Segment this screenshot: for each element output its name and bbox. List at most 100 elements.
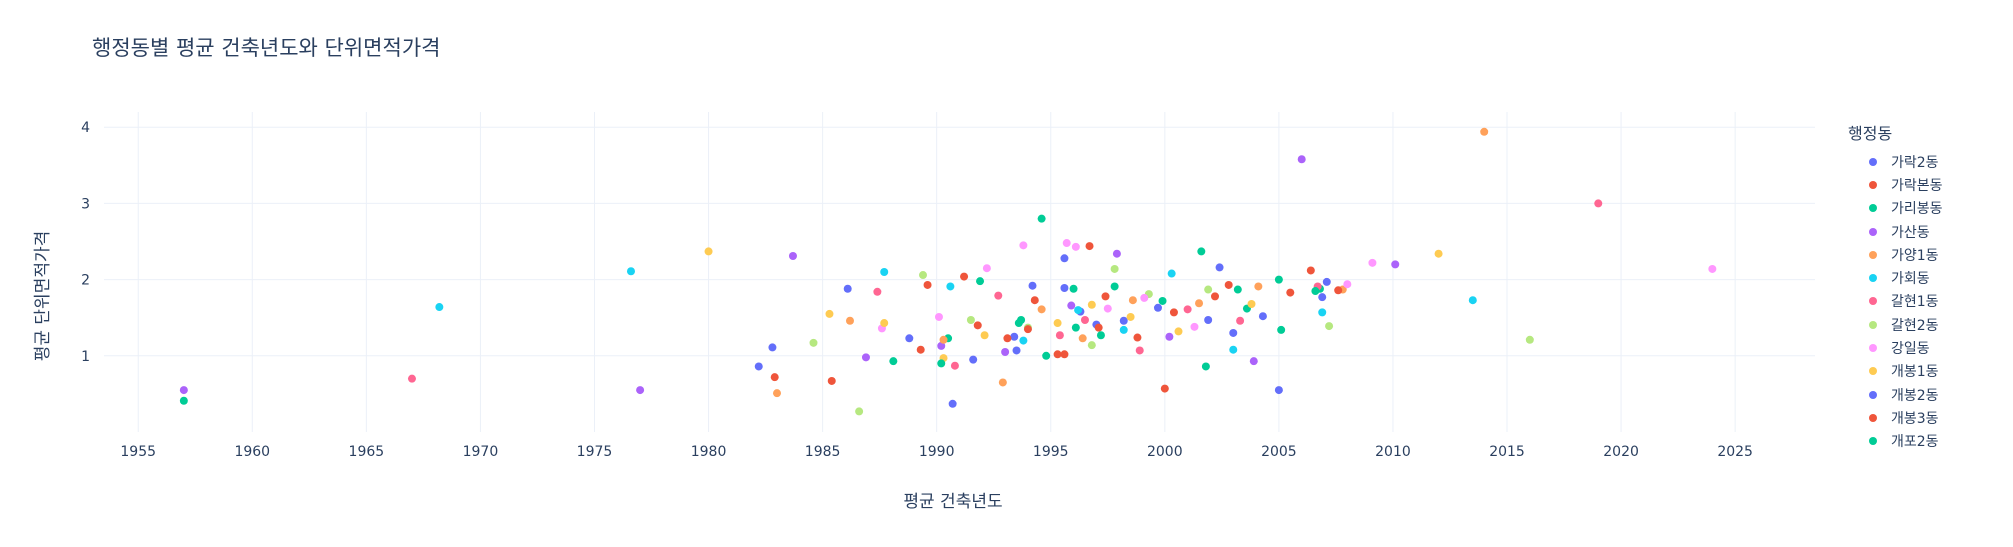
legend-item[interactable]: 강일동 bbox=[1848, 336, 1943, 359]
data-point[interactable] bbox=[825, 309, 834, 318]
data-point[interactable] bbox=[1322, 277, 1331, 286]
data-point[interactable] bbox=[934, 312, 943, 321]
data-point[interactable] bbox=[1101, 292, 1110, 301]
data-point[interactable] bbox=[916, 345, 925, 354]
data-point[interactable] bbox=[1254, 282, 1263, 291]
data-point[interactable] bbox=[1067, 301, 1076, 310]
data-point[interactable] bbox=[1003, 334, 1012, 343]
data-point[interactable] bbox=[1087, 300, 1096, 309]
data-point[interactable] bbox=[827, 376, 836, 385]
legend-item[interactable]: 개포2동 bbox=[1848, 430, 1943, 453]
data-point[interactable] bbox=[788, 252, 797, 260]
data-point[interactable] bbox=[636, 386, 645, 395]
data-point[interactable] bbox=[768, 343, 777, 352]
data-point[interactable] bbox=[435, 303, 444, 312]
legend-item[interactable]: 갈현1동 bbox=[1848, 290, 1943, 313]
legend-item[interactable]: 개봉3동 bbox=[1848, 406, 1943, 429]
data-point[interactable] bbox=[772, 389, 781, 398]
data-point[interactable] bbox=[1594, 199, 1603, 208]
data-point[interactable] bbox=[1060, 254, 1069, 263]
legend-item[interactable]: 가산동 bbox=[1848, 220, 1943, 243]
data-point[interactable] bbox=[1096, 331, 1105, 340]
data-point[interactable] bbox=[980, 331, 989, 340]
data-point[interactable] bbox=[1468, 296, 1477, 305]
data-point[interactable] bbox=[880, 268, 889, 276]
data-point[interactable] bbox=[1204, 316, 1213, 324]
data-point[interactable] bbox=[1037, 305, 1046, 314]
data-point[interactable] bbox=[179, 396, 188, 405]
data-point[interactable] bbox=[1023, 325, 1032, 334]
data-point[interactable] bbox=[976, 277, 985, 286]
data-point[interactable] bbox=[923, 280, 932, 289]
data-point[interactable] bbox=[889, 357, 898, 366]
data-point[interactable] bbox=[1158, 296, 1167, 305]
data-point[interactable] bbox=[1119, 316, 1128, 325]
data-point[interactable] bbox=[905, 334, 914, 343]
data-point[interactable] bbox=[1062, 239, 1071, 248]
data-point[interactable] bbox=[407, 374, 416, 383]
data-point[interactable] bbox=[1249, 357, 1258, 366]
legend-item[interactable]: 가회동 bbox=[1848, 266, 1943, 289]
data-point[interactable] bbox=[704, 247, 713, 256]
data-point[interactable] bbox=[939, 335, 948, 344]
data-point[interactable] bbox=[1074, 306, 1083, 315]
legend-item[interactable]: 갈현2동 bbox=[1848, 313, 1943, 336]
data-point[interactable] bbox=[1306, 266, 1315, 275]
data-point[interactable] bbox=[982, 264, 991, 273]
data-point[interactable] bbox=[1055, 331, 1064, 340]
data-point[interactable] bbox=[770, 373, 779, 382]
data-point[interactable] bbox=[1286, 288, 1295, 297]
data-point[interactable] bbox=[1274, 275, 1283, 284]
data-point[interactable] bbox=[1195, 299, 1204, 308]
legend-item[interactable]: 개봉2동 bbox=[1848, 383, 1943, 406]
data-point[interactable] bbox=[937, 341, 946, 350]
data-point[interactable] bbox=[1028, 281, 1037, 290]
data-point[interactable] bbox=[873, 287, 882, 296]
data-point[interactable] bbox=[626, 267, 635, 276]
data-point[interactable] bbox=[948, 399, 957, 408]
data-point[interactable] bbox=[1069, 284, 1078, 293]
data-point[interactable] bbox=[1030, 296, 1039, 305]
data-point[interactable] bbox=[1174, 327, 1183, 336]
data-point[interactable] bbox=[1334, 286, 1343, 295]
legend-item[interactable]: 개봉1동 bbox=[1848, 360, 1943, 383]
data-point[interactable] bbox=[998, 378, 1007, 387]
data-point[interactable] bbox=[843, 284, 852, 293]
data-point[interactable] bbox=[1140, 293, 1149, 302]
data-point[interactable] bbox=[855, 407, 864, 416]
data-point[interactable] bbox=[1071, 323, 1080, 332]
data-point[interactable] bbox=[1110, 264, 1119, 273]
data-point[interactable] bbox=[1258, 312, 1267, 321]
data-point[interactable] bbox=[1167, 269, 1176, 278]
data-point[interactable] bbox=[1318, 308, 1327, 317]
data-point[interactable] bbox=[1053, 319, 1062, 328]
data-point[interactable] bbox=[1080, 316, 1089, 324]
data-point[interactable] bbox=[1019, 241, 1028, 250]
data-point[interactable] bbox=[1135, 346, 1144, 355]
data-point[interactable] bbox=[1247, 300, 1256, 308]
legend-item[interactable]: 가리봉동 bbox=[1848, 197, 1943, 220]
legend-item[interactable]: 가양1동 bbox=[1848, 243, 1943, 266]
data-point[interactable] bbox=[1318, 293, 1327, 302]
data-point[interactable] bbox=[1133, 333, 1142, 342]
data-point[interactable] bbox=[1480, 127, 1489, 136]
data-point[interactable] bbox=[1126, 312, 1135, 321]
data-point[interactable] bbox=[1277, 325, 1286, 334]
data-point[interactable] bbox=[1325, 322, 1334, 331]
data-point[interactable] bbox=[1037, 214, 1046, 223]
data-point[interactable] bbox=[1229, 345, 1238, 354]
data-point[interactable] bbox=[1153, 303, 1162, 312]
data-point[interactable] bbox=[1224, 280, 1233, 289]
data-point[interactable] bbox=[960, 272, 969, 281]
data-point[interactable] bbox=[1160, 384, 1169, 393]
data-point[interactable] bbox=[1112, 249, 1121, 258]
data-point[interactable] bbox=[1233, 285, 1242, 294]
data-point[interactable] bbox=[1094, 323, 1103, 332]
data-point[interactable] bbox=[1165, 332, 1174, 341]
data-point[interactable] bbox=[179, 386, 188, 395]
legend-item[interactable]: 가락2동 bbox=[1848, 150, 1943, 173]
data-point[interactable] bbox=[1343, 280, 1352, 289]
data-point[interactable] bbox=[1087, 341, 1096, 350]
data-point[interactable] bbox=[973, 321, 982, 330]
data-point[interactable] bbox=[994, 291, 1003, 300]
